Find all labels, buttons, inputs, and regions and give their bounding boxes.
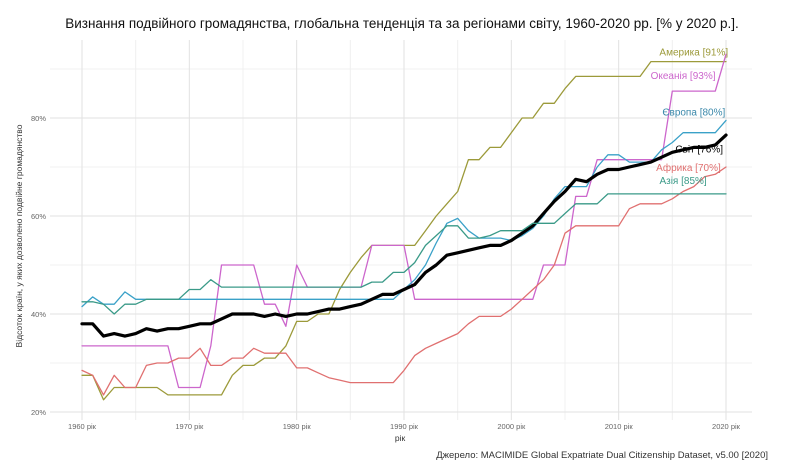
series-label: Європа [80%]: [662, 108, 725, 119]
series-label: Світ [76%]: [675, 144, 723, 155]
chart-title: Визнання подвійного громадянства, глобал…: [65, 16, 739, 31]
series-line: [81, 193, 727, 315]
x-tick-label: 2010 рік: [605, 422, 634, 431]
x-tick-label: 1970 рік: [175, 422, 204, 431]
y-axis-ticks: 20% 40% 60% 80%: [31, 114, 46, 417]
series-label: Америка [91%]: [659, 47, 728, 58]
minor-grid: [50, 40, 752, 420]
x-tick-label: 1990 рік: [390, 422, 419, 431]
x-tick-label: 2000 рік: [497, 422, 526, 431]
series-label: Африка [70%]: [656, 162, 721, 174]
y-tick-label: 40%: [31, 310, 46, 319]
major-grid: [50, 40, 752, 420]
series-line: [81, 53, 727, 389]
series-line: [80, 133, 728, 338]
series-label: Океанія [93%]: [651, 71, 716, 82]
y-tick-label: 80%: [31, 114, 46, 123]
series-lines: [80, 53, 728, 401]
y-tick-label: 20%: [31, 408, 46, 417]
y-tick-label: 60%: [31, 212, 46, 221]
x-axis-ticks: 1960 рік 1970 рік 1980 рік 1990 рік 2000 рік…: [68, 422, 741, 431]
x-tick-label: 1980 рік: [283, 422, 312, 431]
x-tick-label: 2020 рік: [712, 422, 741, 431]
series-labels: Америка [91%] Океанія [93%] Європа [80%] Св…: [651, 47, 729, 187]
x-axis-label: рік: [395, 433, 406, 443]
x-tick-label: 1960 рік: [68, 422, 97, 431]
series-label: Азія [85%]: [659, 176, 706, 187]
source-note: Джерело: MACIMIDE Global Expatriate Dual…: [436, 450, 768, 461]
y-axis-label: Відсоток країн, у яких дозволено подвійн…: [14, 124, 24, 347]
series-line: [81, 166, 727, 396]
